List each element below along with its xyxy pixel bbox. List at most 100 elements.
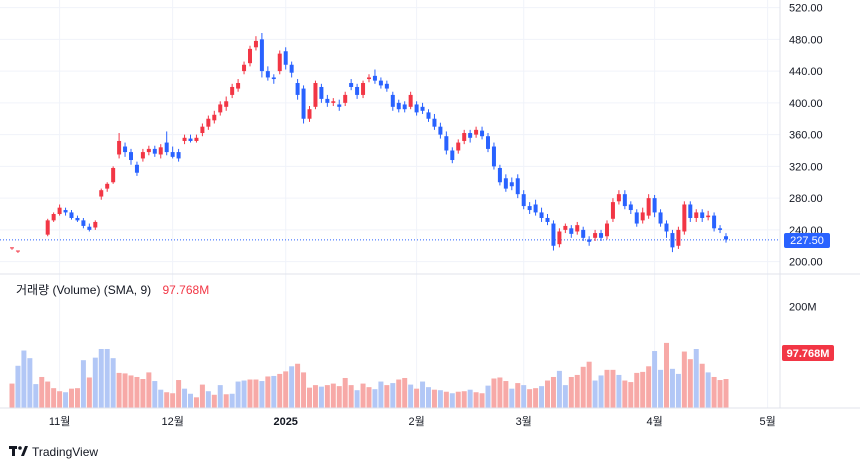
volume-bar <box>491 378 497 408</box>
volume-bar <box>241 380 247 408</box>
volume-bar <box>92 357 98 408</box>
volume-bar <box>545 380 550 408</box>
volume-bar <box>301 372 307 408</box>
last-price-label: 227.50 <box>790 235 824 247</box>
candle <box>396 99 401 113</box>
volume-bar <box>586 361 592 408</box>
price-tick-label: 400.00 <box>789 98 823 110</box>
volume-bar <box>562 385 568 408</box>
volume-bar <box>354 390 360 408</box>
candle <box>87 223 92 232</box>
candle <box>682 201 687 235</box>
candle <box>63 207 68 216</box>
candle <box>224 96 229 111</box>
volume-bar <box>21 350 27 408</box>
volume-bar <box>533 388 539 408</box>
candle <box>480 126 485 140</box>
candle <box>551 220 556 251</box>
volume-tick-label: 200M <box>789 301 817 313</box>
candle <box>521 190 526 210</box>
candle <box>105 182 110 192</box>
volume-bar <box>467 389 473 408</box>
candle <box>337 99 342 111</box>
volume-badge-label: 97.768M <box>787 348 830 360</box>
candle <box>694 209 699 222</box>
candle <box>509 177 514 191</box>
candle <box>188 134 193 143</box>
price-tick-label: 480.00 <box>789 34 823 46</box>
candle <box>384 80 389 92</box>
volume-bar <box>426 387 431 408</box>
volume-bar <box>449 393 455 408</box>
candle <box>343 91 348 107</box>
volume-bar <box>211 394 217 408</box>
candle <box>248 45 252 67</box>
volume-bar <box>170 393 176 408</box>
candle <box>640 207 645 224</box>
volume-bar <box>658 369 664 408</box>
candle <box>587 236 592 246</box>
volume-bar <box>182 388 188 408</box>
volume-bar <box>33 384 39 408</box>
volume-bar <box>45 381 51 408</box>
volume-bar <box>116 372 122 408</box>
candle <box>158 144 163 159</box>
volume-bar <box>515 383 521 408</box>
volume-bar <box>610 369 616 408</box>
volume-bar <box>342 377 348 408</box>
volume-bar <box>420 381 426 408</box>
volume-bar <box>253 379 259 408</box>
volume-bar <box>86 377 92 408</box>
volume-bar <box>63 392 69 408</box>
volume-bar <box>616 374 622 408</box>
volume-bars-layer <box>9 342 729 408</box>
volume-bar <box>152 381 158 408</box>
volume-bar <box>330 383 336 408</box>
candle <box>408 91 413 110</box>
volume-bar <box>146 372 152 408</box>
volume-bar <box>646 366 652 408</box>
candle <box>575 221 580 235</box>
volume-bar <box>705 372 711 408</box>
candle <box>474 126 479 138</box>
candle <box>515 174 520 199</box>
candle <box>277 50 282 75</box>
candle <box>75 215 80 222</box>
candle <box>628 201 633 215</box>
volume-bar <box>664 342 669 408</box>
volume-bar <box>622 380 628 408</box>
candle <box>533 199 538 216</box>
candle <box>676 226 681 249</box>
volume-bar <box>461 391 467 408</box>
volume-bar <box>348 385 354 408</box>
volume-bar <box>378 381 384 408</box>
volume-bar <box>318 386 324 408</box>
volume-bar <box>485 385 491 408</box>
candle <box>634 209 639 227</box>
volume-bar <box>229 393 235 408</box>
tradingview-logo[interactable]: TradingView <box>9 445 98 459</box>
candle <box>123 142 128 157</box>
volume-bar <box>384 385 390 408</box>
volume-bar <box>140 379 146 408</box>
candle <box>450 147 455 164</box>
volume-bar <box>128 375 134 408</box>
candle <box>468 129 473 143</box>
volume-bar <box>580 366 586 408</box>
grid-layer <box>0 0 780 408</box>
volume-bar <box>74 388 80 408</box>
volume-bar <box>681 351 687 408</box>
volume-bar <box>158 389 164 408</box>
candle <box>438 122 443 139</box>
volume-bar <box>527 389 533 408</box>
volume-bar <box>556 370 562 408</box>
volume-bar <box>509 388 515 408</box>
volume-bar <box>104 349 110 408</box>
volume-bar <box>199 384 205 408</box>
candle <box>45 218 50 237</box>
candle <box>712 212 717 232</box>
candle <box>402 101 407 113</box>
volume-bar <box>431 389 437 408</box>
volume-bar <box>27 358 33 408</box>
